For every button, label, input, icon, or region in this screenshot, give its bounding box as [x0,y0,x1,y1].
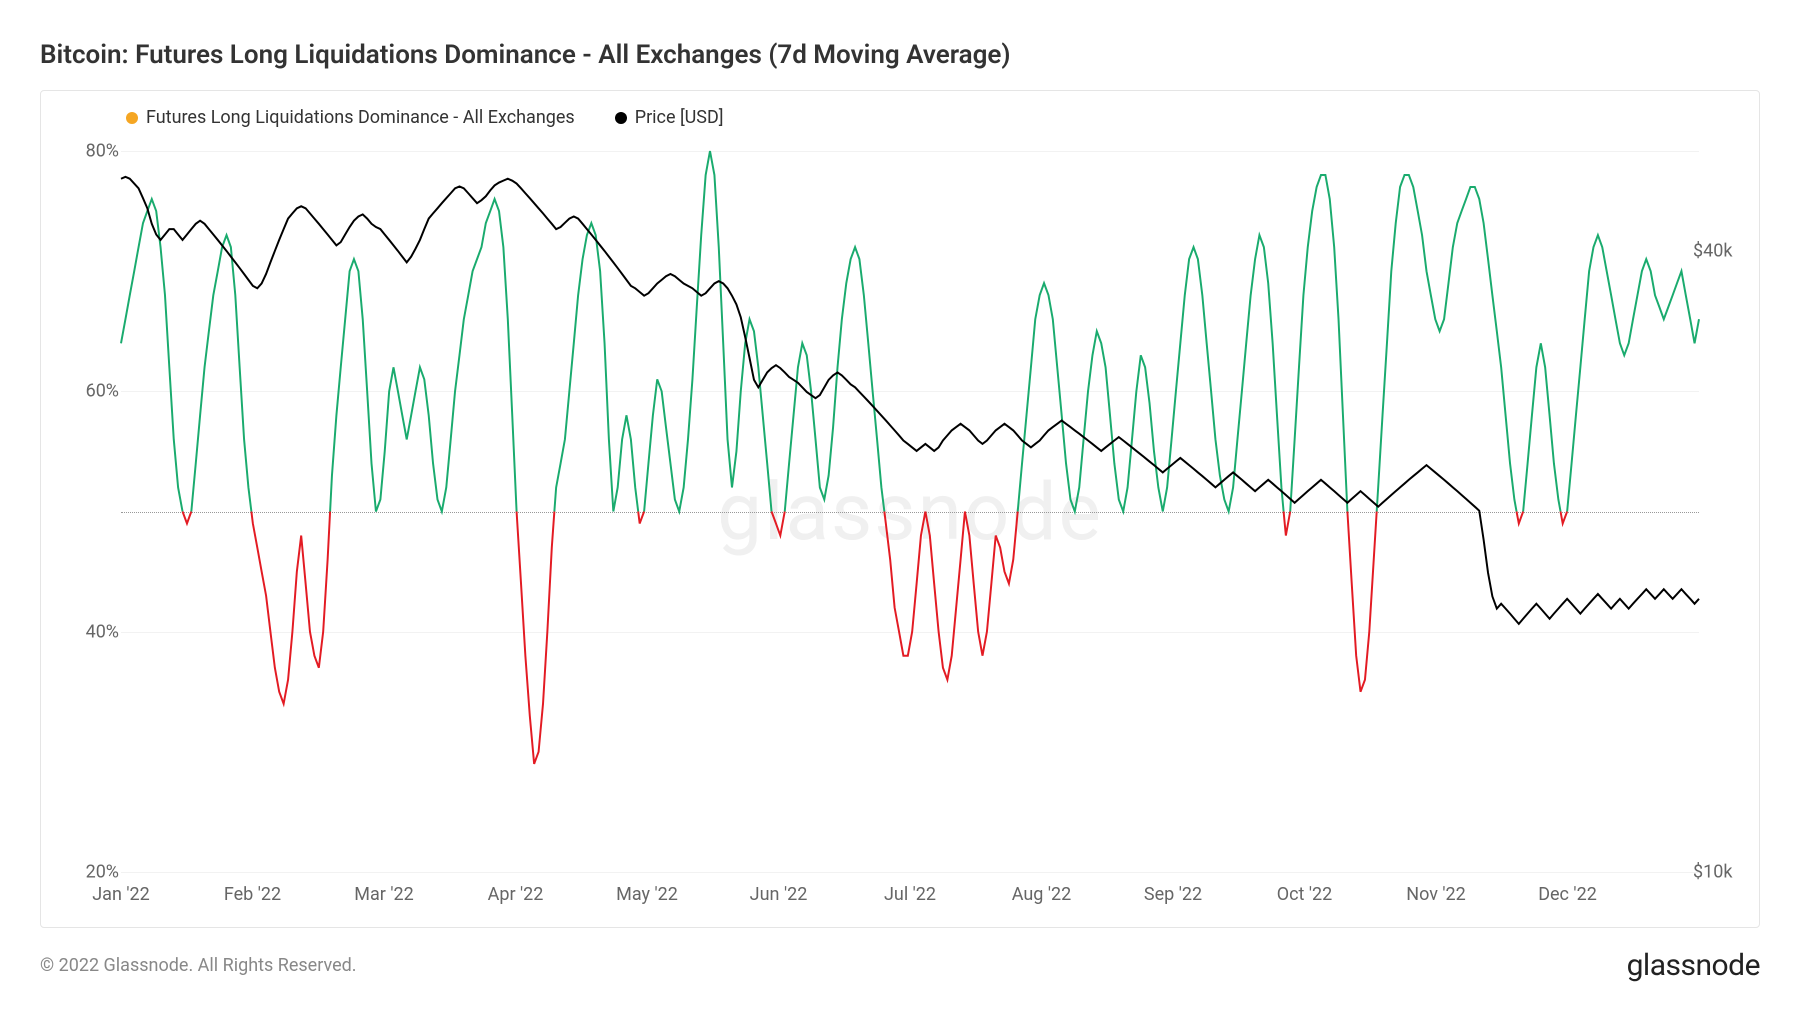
legend-label-dominance: Futures Long Liquidations Dominance - Al… [146,107,575,128]
x-axis: Jan '22Feb '22Mar '22Apr '22May '22Jun '… [121,884,1699,909]
chart-svg [121,151,1699,872]
chart-title: Bitcoin: Futures Long Liquidations Domin… [40,40,1760,70]
legend-dot-dominance [126,112,138,124]
legend: Futures Long Liquidations Dominance - Al… [126,107,724,128]
copyright-text: © 2022 Glassnode. All Rights Reserved. [40,955,357,976]
plot-area: glassnode [121,151,1699,872]
y-axis-left: 20%40%60%80% [59,151,119,872]
footer: © 2022 Glassnode. All Rights Reserved. g… [40,948,1760,983]
legend-label-price: Price [USD] [635,107,724,128]
legend-item-price: Price [USD] [615,107,724,128]
legend-item-dominance: Futures Long Liquidations Dominance - Al… [126,107,575,128]
y-axis-right: $10k$40k [1693,151,1753,872]
brand-logo: glassnode [1627,948,1760,983]
legend-dot-price [615,112,627,124]
chart-container: Futures Long Liquidations Dominance - Al… [40,90,1760,928]
